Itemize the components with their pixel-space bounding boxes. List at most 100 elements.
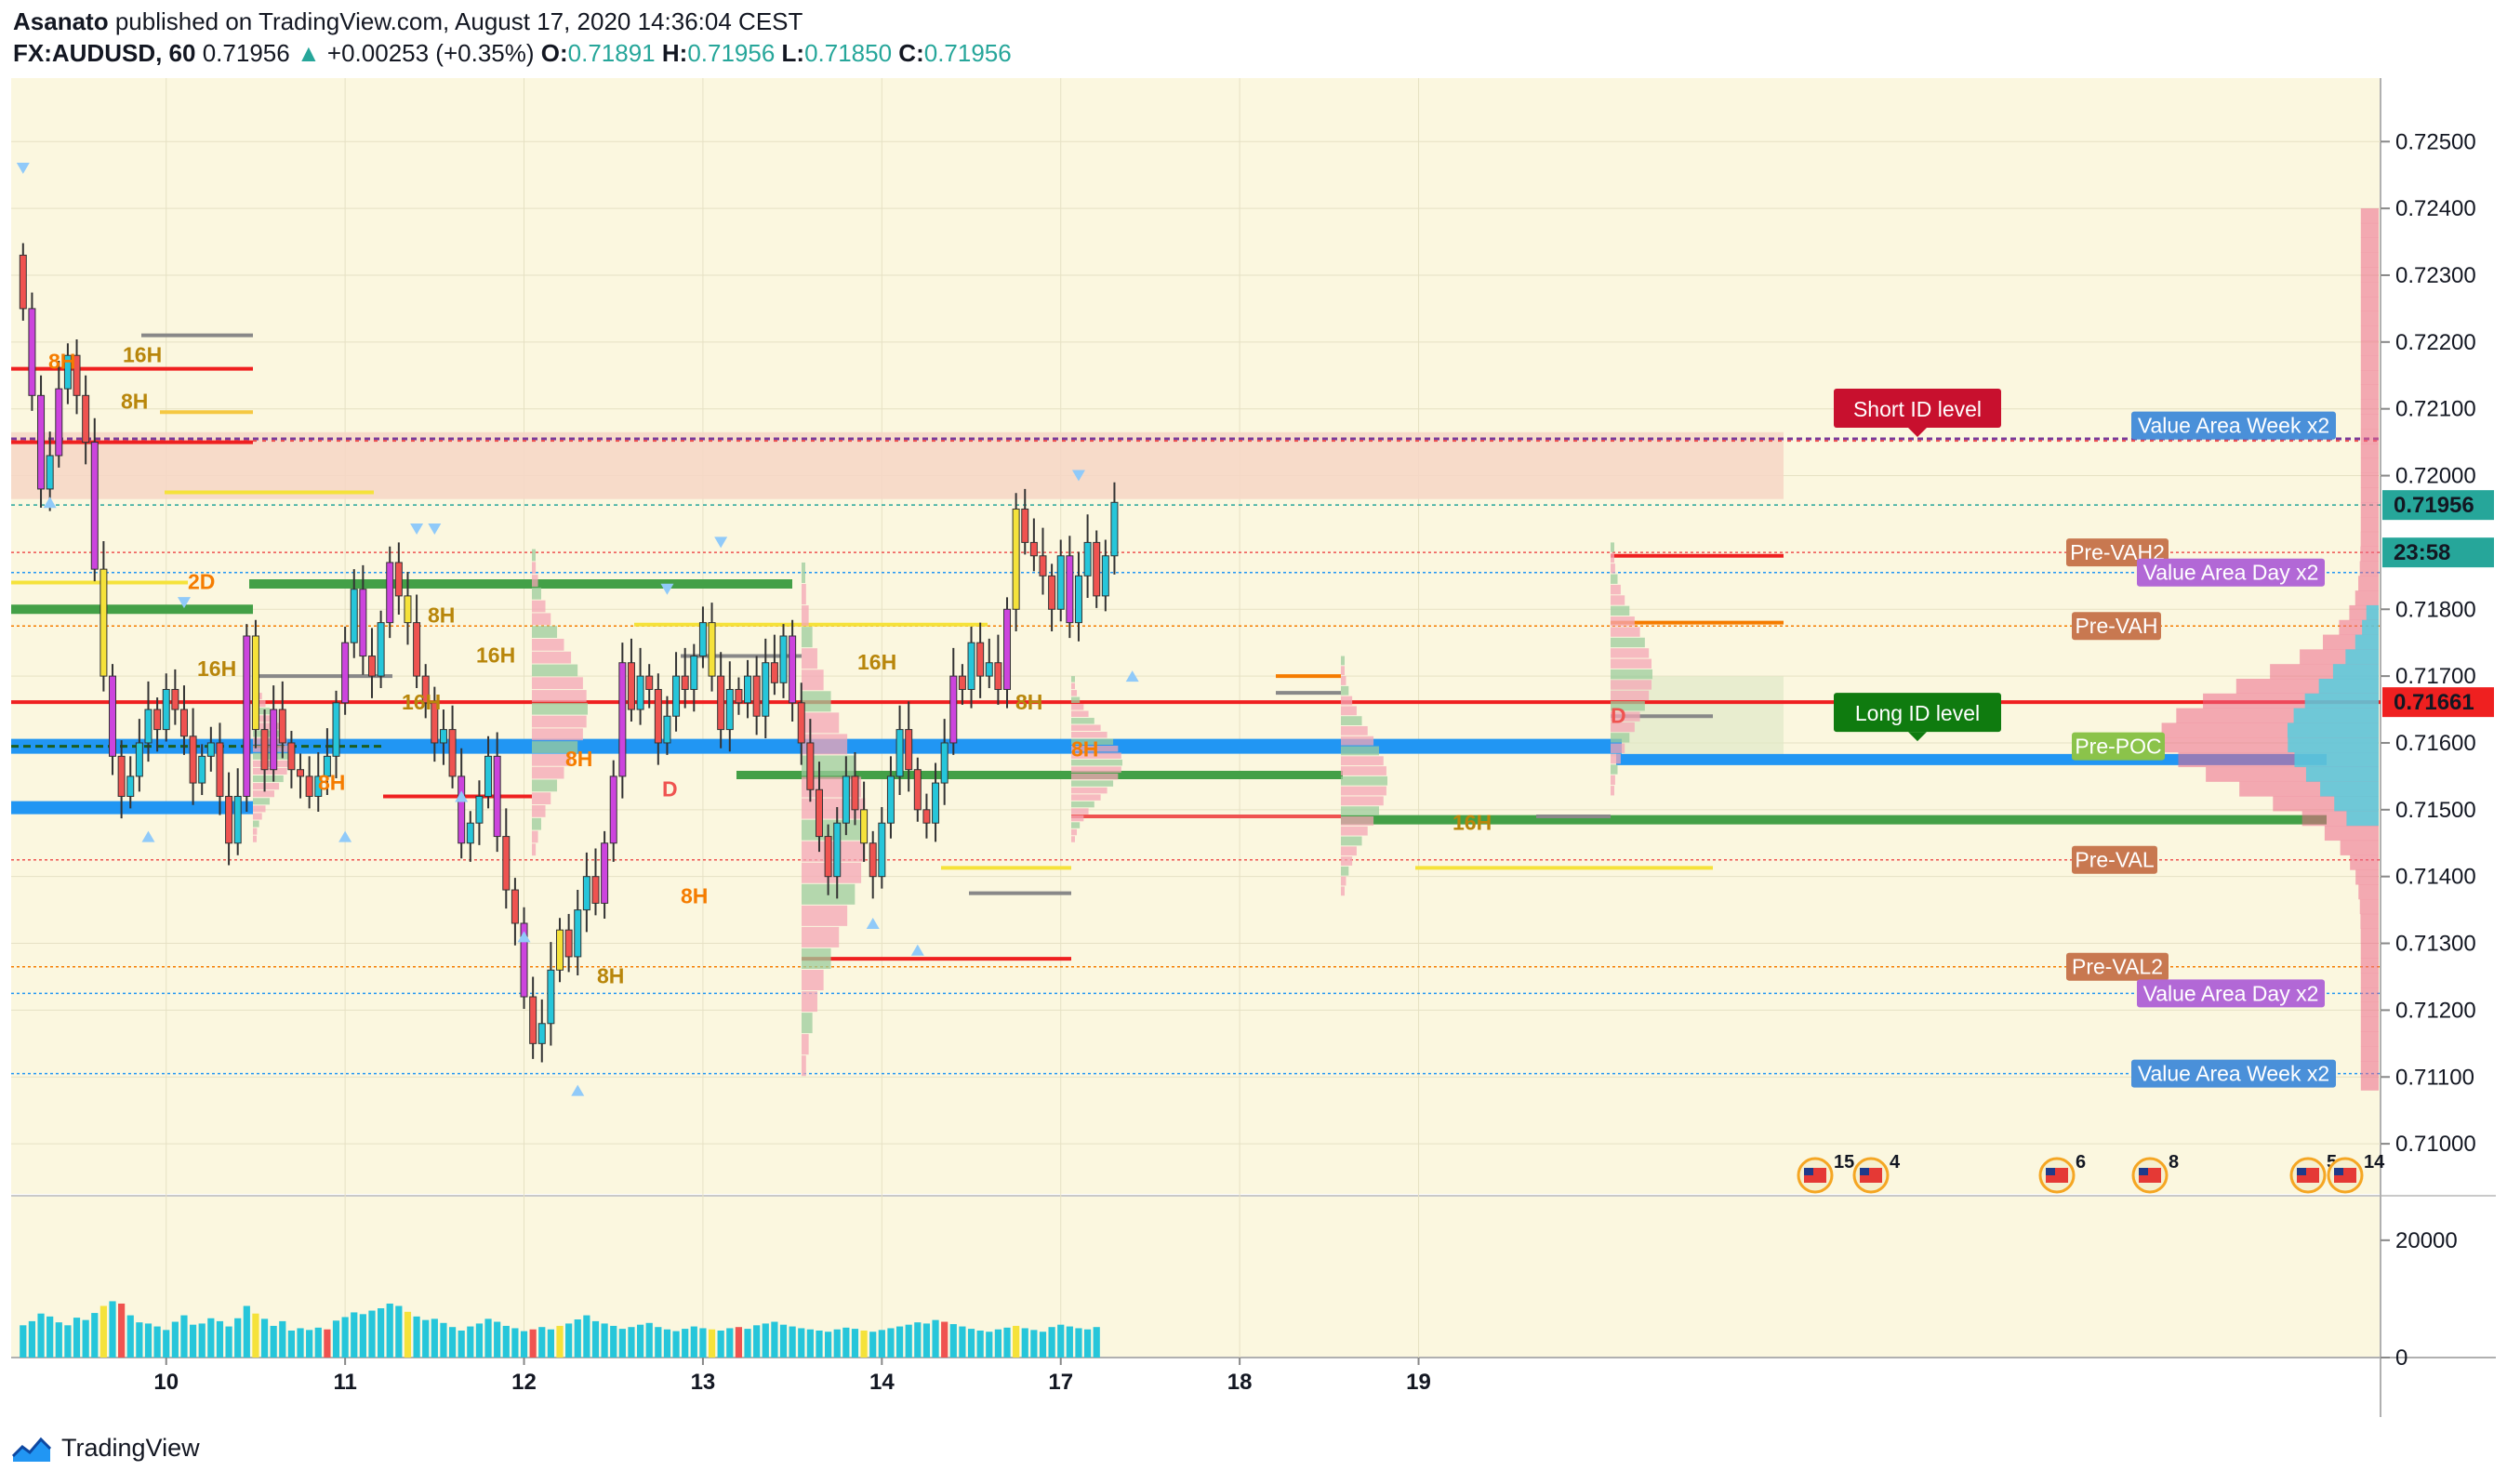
session-profile-bar (532, 651, 572, 664)
volume-bar (1021, 1328, 1028, 1358)
volume-bar (762, 1323, 769, 1358)
fractal-down-icon (177, 597, 191, 609)
volume-profile-bar-buy (2346, 811, 2379, 827)
volume-bar (351, 1312, 358, 1358)
session-profile-bar (1611, 552, 1614, 563)
session-profile-bar (802, 605, 809, 627)
candle-body (547, 969, 555, 1025)
volume-profile-bar (2360, 457, 2379, 473)
volume-bar (448, 1327, 457, 1358)
volume-bar (431, 1318, 438, 1358)
volume-bar (82, 1319, 89, 1358)
volume-bar (529, 1329, 537, 1358)
volume-profile-bar (2360, 1046, 2379, 1062)
volume-profile-bar (2350, 855, 2379, 870)
candle-body (770, 662, 778, 683)
candle-body (752, 675, 761, 717)
candle-body (278, 709, 286, 744)
volume-bar (645, 1322, 653, 1358)
x-tick-label: 10 (153, 1370, 179, 1395)
high-value: 0.71956 (687, 39, 776, 67)
volume-profile-bar (2360, 1061, 2379, 1077)
current-price-label: 0.71956 (2394, 493, 2474, 518)
volume-bar (314, 1327, 322, 1358)
candle-body (413, 622, 421, 677)
session-profile-bar (1341, 706, 1357, 716)
volume-profile-bar (2360, 325, 2379, 341)
candle-body (994, 662, 1002, 690)
volume-bar (270, 1325, 277, 1358)
candle-body (681, 675, 689, 690)
candle-body (475, 795, 484, 824)
session-profile-bar (532, 626, 558, 638)
tradingview-logo-icon[interactable] (11, 1434, 52, 1465)
session-profile-bar (1341, 775, 1387, 786)
price-chart[interactable]: 0.72500 0.72400 0.72300 0.72200 0.72100 0.720… (11, 78, 2496, 1417)
session-profile-bar (1341, 696, 1353, 706)
fractal-up-icon (338, 830, 352, 842)
candle-body (189, 735, 197, 784)
session-profile-bar (1071, 773, 1119, 780)
session-profile-bar (1071, 731, 1108, 738)
tradingview-brand[interactable]: TradingView (61, 1434, 200, 1462)
volume-profile-bar (2360, 429, 2379, 444)
svg-text:5: 5 (2327, 1152, 2337, 1173)
volume-bar (1083, 1329, 1092, 1358)
volume-bar (225, 1326, 232, 1358)
session-profile-bar (1071, 801, 1094, 808)
session-profile-bar (802, 627, 813, 648)
fractal-down-icon (428, 523, 442, 536)
volume-profile-bar (2360, 1075, 2379, 1091)
marker-label: 16H (197, 656, 236, 681)
price-change: +0.00253 (+0.35%) (326, 39, 535, 67)
profile-label: Value Area Week x2 (2131, 411, 2336, 440)
volume-bar (1066, 1326, 1073, 1358)
volume-bar (118, 1303, 126, 1358)
volume-profile-bar-buy (2320, 781, 2379, 797)
candle-body (109, 675, 117, 757)
candle-body (341, 642, 350, 704)
session-profile-bar (253, 767, 287, 775)
volume-bar (779, 1324, 788, 1358)
candle-body (797, 702, 805, 744)
session-profile-bar (1611, 542, 1614, 552)
volume-profile-bar (2360, 208, 2379, 224)
open-label: O: (540, 39, 568, 67)
svg-text:Value Area Week x2: Value Area Week x2 (2138, 1062, 2329, 1086)
candle-body (1093, 541, 1101, 597)
x-tick-label: 18 (1227, 1370, 1253, 1395)
session-profile-bar (253, 715, 274, 722)
volume-bar (475, 1323, 484, 1358)
session-profile-bar (1611, 753, 1621, 764)
volume-profile-bar (2360, 531, 2379, 547)
marker-label: 8H (48, 350, 75, 374)
author-name[interactable]: Asanato (13, 7, 109, 35)
candle-body (1056, 555, 1065, 610)
session-profile-bar (253, 820, 259, 828)
candle-body (574, 909, 582, 958)
chart-frame[interactable]: 0.72500 0.72400 0.72300 0.72200 0.72100 0.720… (11, 78, 2496, 1417)
volume-profile-bar (2324, 826, 2379, 841)
session-profile-bar (1341, 846, 1357, 856)
symbol-name[interactable]: FX:AUDUSD, 60 (13, 39, 196, 67)
candle-body (439, 729, 447, 744)
volume-bar (610, 1325, 617, 1358)
bar-countdown-label-bg (2382, 537, 2494, 568)
volume-bar (171, 1321, 179, 1358)
candle-body (886, 775, 895, 824)
volume-bar (341, 1317, 349, 1358)
volume-bar (64, 1325, 72, 1358)
candle-body (905, 729, 913, 771)
long-id-level-label: Long ID level (1834, 693, 2001, 742)
volume-bar (816, 1330, 823, 1358)
session-profile-bar (532, 575, 538, 587)
economic-event-flag-icon: 14 (2327, 1152, 2385, 1194)
volume-bar (207, 1318, 215, 1358)
price-pane-background (11, 78, 2381, 1194)
volume-bar (708, 1329, 716, 1358)
candle-body (243, 635, 251, 797)
economic-event-flag-icon: 5 (2289, 1152, 2337, 1194)
candle-body (976, 642, 985, 677)
candle-body (55, 388, 63, 457)
svg-text:Short ID level: Short ID level (1853, 397, 1982, 421)
